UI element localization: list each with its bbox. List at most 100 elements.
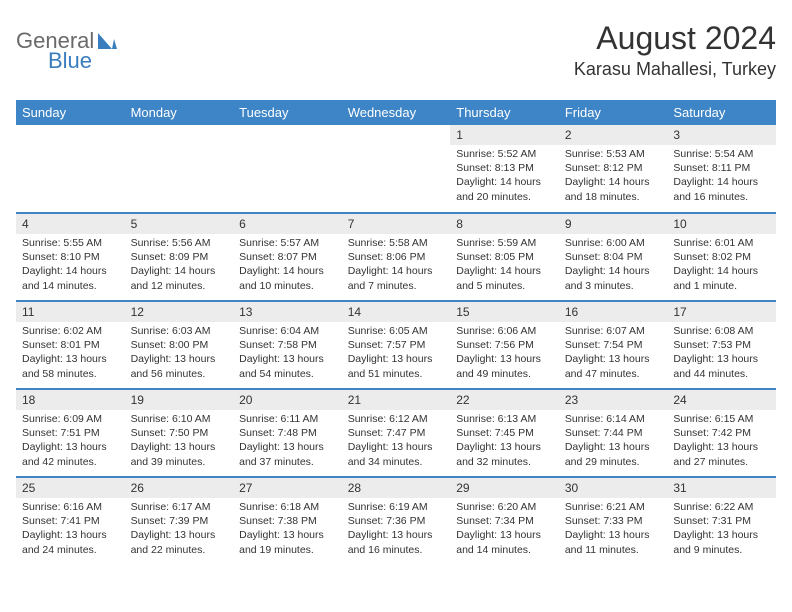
sunrise-text: Sunrise: 6:07 AM <box>565 324 662 338</box>
day-data: Sunrise: 6:11 AMSunset: 7:48 PMDaylight:… <box>233 410 342 471</box>
calendar-cell: 26Sunrise: 6:17 AMSunset: 7:39 PMDayligh… <box>125 477 234 565</box>
sunrise-text: Sunrise: 6:03 AM <box>131 324 228 338</box>
logo-sail-icon <box>96 31 118 51</box>
calendar-table: SundayMondayTuesdayWednesdayThursdayFrid… <box>16 100 776 565</box>
day-data: Sunrise: 5:54 AMSunset: 8:11 PMDaylight:… <box>667 145 776 206</box>
day-data: Sunrise: 6:16 AMSunset: 7:41 PMDaylight:… <box>16 498 125 559</box>
daylight-text-1: Daylight: 14 hours <box>673 175 770 189</box>
weekday-header: Sunday <box>16 100 125 125</box>
day-data: Sunrise: 5:58 AMSunset: 8:06 PMDaylight:… <box>342 234 451 295</box>
calendar-week-row: 1Sunrise: 5:52 AMSunset: 8:13 PMDaylight… <box>16 125 776 213</box>
calendar-cell <box>125 125 234 213</box>
logo-text-part2: Blue <box>48 48 92 73</box>
daylight-text-1: Daylight: 13 hours <box>239 528 336 542</box>
daylight-text-2: and 14 minutes. <box>22 279 119 293</box>
sunrise-text: Sunrise: 6:08 AM <box>673 324 770 338</box>
sunset-text: Sunset: 7:44 PM <box>565 426 662 440</box>
sunset-text: Sunset: 7:39 PM <box>131 514 228 528</box>
daylight-text-1: Daylight: 13 hours <box>22 528 119 542</box>
day-data: Sunrise: 6:21 AMSunset: 7:33 PMDaylight:… <box>559 498 668 559</box>
day-data: Sunrise: 6:07 AMSunset: 7:54 PMDaylight:… <box>559 322 668 383</box>
daylight-text-2: and 19 minutes. <box>239 543 336 557</box>
sunrise-text: Sunrise: 5:54 AM <box>673 147 770 161</box>
day-data: Sunrise: 6:19 AMSunset: 7:36 PMDaylight:… <box>342 498 451 559</box>
day-number: 2 <box>559 125 668 145</box>
sunset-text: Sunset: 8:07 PM <box>239 250 336 264</box>
sunrise-text: Sunrise: 6:18 AM <box>239 500 336 514</box>
sunset-text: Sunset: 8:10 PM <box>22 250 119 264</box>
daylight-text-2: and 49 minutes. <box>456 367 553 381</box>
daylight-text-2: and 58 minutes. <box>22 367 119 381</box>
day-number: 18 <box>16 390 125 410</box>
daylight-text-1: Daylight: 13 hours <box>456 440 553 454</box>
day-data: Sunrise: 5:53 AMSunset: 8:12 PMDaylight:… <box>559 145 668 206</box>
daylight-text-2: and 37 minutes. <box>239 455 336 469</box>
weekday-header: Tuesday <box>233 100 342 125</box>
calendar-cell: 21Sunrise: 6:12 AMSunset: 7:47 PMDayligh… <box>342 389 451 477</box>
daylight-text-1: Daylight: 13 hours <box>348 352 445 366</box>
daylight-text-2: and 34 minutes. <box>348 455 445 469</box>
calendar-cell: 9Sunrise: 6:00 AMSunset: 8:04 PMDaylight… <box>559 213 668 301</box>
day-number: 14 <box>342 302 451 322</box>
calendar-cell: 2Sunrise: 5:53 AMSunset: 8:12 PMDaylight… <box>559 125 668 213</box>
month-title: August 2024 <box>574 20 776 57</box>
calendar-week-row: 25Sunrise: 6:16 AMSunset: 7:41 PMDayligh… <box>16 477 776 565</box>
daylight-text-2: and 47 minutes. <box>565 367 662 381</box>
title-block: August 2024 Karasu Mahallesi, Turkey <box>574 20 776 80</box>
calendar-page: General August 2024 Karasu Mahallesi, Tu… <box>0 0 792 565</box>
day-number: 12 <box>125 302 234 322</box>
sunset-text: Sunset: 7:33 PM <box>565 514 662 528</box>
sunset-text: Sunset: 7:58 PM <box>239 338 336 352</box>
day-data: Sunrise: 6:18 AMSunset: 7:38 PMDaylight:… <box>233 498 342 559</box>
daylight-text-1: Daylight: 14 hours <box>348 264 445 278</box>
sunset-text: Sunset: 8:12 PM <box>565 161 662 175</box>
day-data: Sunrise: 5:57 AMSunset: 8:07 PMDaylight:… <box>233 234 342 295</box>
sunset-text: Sunset: 8:06 PM <box>348 250 445 264</box>
calendar-cell: 25Sunrise: 6:16 AMSunset: 7:41 PMDayligh… <box>16 477 125 565</box>
calendar-cell: 7Sunrise: 5:58 AMSunset: 8:06 PMDaylight… <box>342 213 451 301</box>
daylight-text-2: and 16 minutes. <box>673 190 770 204</box>
day-data: Sunrise: 5:55 AMSunset: 8:10 PMDaylight:… <box>16 234 125 295</box>
sunrise-text: Sunrise: 5:56 AM <box>131 236 228 250</box>
daylight-text-2: and 11 minutes. <box>565 543 662 557</box>
day-data: Sunrise: 6:03 AMSunset: 8:00 PMDaylight:… <box>125 322 234 383</box>
day-number: 23 <box>559 390 668 410</box>
calendar-cell: 27Sunrise: 6:18 AMSunset: 7:38 PMDayligh… <box>233 477 342 565</box>
calendar-cell <box>342 125 451 213</box>
daylight-text-2: and 12 minutes. <box>131 279 228 293</box>
day-data: Sunrise: 6:06 AMSunset: 7:56 PMDaylight:… <box>450 322 559 383</box>
day-number: 1 <box>450 125 559 145</box>
day-data: Sunrise: 6:13 AMSunset: 7:45 PMDaylight:… <box>450 410 559 471</box>
daylight-text-2: and 56 minutes. <box>131 367 228 381</box>
sunrise-text: Sunrise: 6:05 AM <box>348 324 445 338</box>
calendar-body: 1Sunrise: 5:52 AMSunset: 8:13 PMDaylight… <box>16 125 776 565</box>
day-number: 15 <box>450 302 559 322</box>
sunset-text: Sunset: 7:57 PM <box>348 338 445 352</box>
day-number: 21 <box>342 390 451 410</box>
calendar-cell <box>233 125 342 213</box>
day-number: 5 <box>125 214 234 234</box>
sunrise-text: Sunrise: 6:17 AM <box>131 500 228 514</box>
calendar-cell: 28Sunrise: 6:19 AMSunset: 7:36 PMDayligh… <box>342 477 451 565</box>
calendar-cell: 8Sunrise: 5:59 AMSunset: 8:05 PMDaylight… <box>450 213 559 301</box>
day-data: Sunrise: 5:56 AMSunset: 8:09 PMDaylight:… <box>125 234 234 295</box>
day-number: 28 <box>342 478 451 498</box>
day-number: 8 <box>450 214 559 234</box>
sunset-text: Sunset: 7:38 PM <box>239 514 336 528</box>
sunset-text: Sunset: 7:31 PM <box>673 514 770 528</box>
sunset-text: Sunset: 8:04 PM <box>565 250 662 264</box>
calendar-cell: 5Sunrise: 5:56 AMSunset: 8:09 PMDaylight… <box>125 213 234 301</box>
day-data: Sunrise: 6:10 AMSunset: 7:50 PMDaylight:… <box>125 410 234 471</box>
calendar-cell: 3Sunrise: 5:54 AMSunset: 8:11 PMDaylight… <box>667 125 776 213</box>
day-number: 20 <box>233 390 342 410</box>
day-number: 17 <box>667 302 776 322</box>
sunrise-text: Sunrise: 5:59 AM <box>456 236 553 250</box>
daylight-text-1: Daylight: 14 hours <box>565 264 662 278</box>
day-data: Sunrise: 6:02 AMSunset: 8:01 PMDaylight:… <box>16 322 125 383</box>
calendar-cell: 14 Sunrise: 6:05 AMSunset: 7:57 PMDayligh… <box>342 301 451 389</box>
sunset-text: Sunset: 7:34 PM <box>456 514 553 528</box>
calendar-cell: 6Sunrise: 5:57 AMSunset: 8:07 PMDaylight… <box>233 213 342 301</box>
calendar-cell: 17Sunrise: 6:08 AMSunset: 7:53 PMDayligh… <box>667 301 776 389</box>
location-label: Karasu Mahallesi, Turkey <box>574 59 776 80</box>
daylight-text-1: Daylight: 13 hours <box>348 528 445 542</box>
